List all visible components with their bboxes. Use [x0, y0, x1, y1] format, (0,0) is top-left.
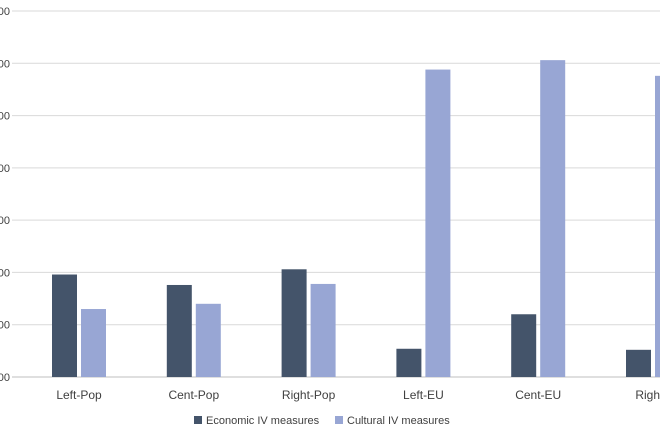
bar-economic [281, 269, 307, 377]
x-tick-label: Right-Pop [282, 388, 336, 402]
x-tick-label: Left-EU [403, 388, 444, 402]
bar-cultural [310, 283, 336, 377]
bar-cultural [655, 75, 660, 377]
bar-cultural [195, 303, 221, 377]
y-tick-label: 000 [0, 6, 10, 18]
y-tick-label: 000 [0, 58, 10, 70]
legend-label: Economic IV measures [206, 415, 320, 427]
x-tick-label: Cent-Pop [168, 388, 219, 402]
bar-economic [396, 348, 422, 377]
y-tick-label: 000 [0, 372, 10, 384]
x-tick-label: Left-Pop [56, 388, 102, 402]
bar-economic [626, 349, 651, 377]
bar-cultural [81, 309, 106, 377]
bar-cultural [540, 60, 566, 378]
legend-label: Cultural IV measures [347, 415, 450, 427]
legend-swatch [194, 416, 202, 424]
y-tick-label: 000 [0, 163, 10, 175]
x-tick-label: Right-I [635, 388, 660, 402]
x-tick-label: Cent-EU [515, 388, 561, 402]
y-tick-label: 000 [0, 111, 10, 123]
legend-swatch [335, 416, 343, 424]
bar-economic [511, 314, 537, 377]
bar-economic [52, 274, 77, 377]
bar-cultural [425, 69, 451, 377]
bar-economic [166, 284, 192, 377]
y-tick-label: 000 [0, 215, 10, 227]
y-tick-label: 000 [0, 267, 10, 279]
y-tick-label: 000 [0, 320, 10, 332]
